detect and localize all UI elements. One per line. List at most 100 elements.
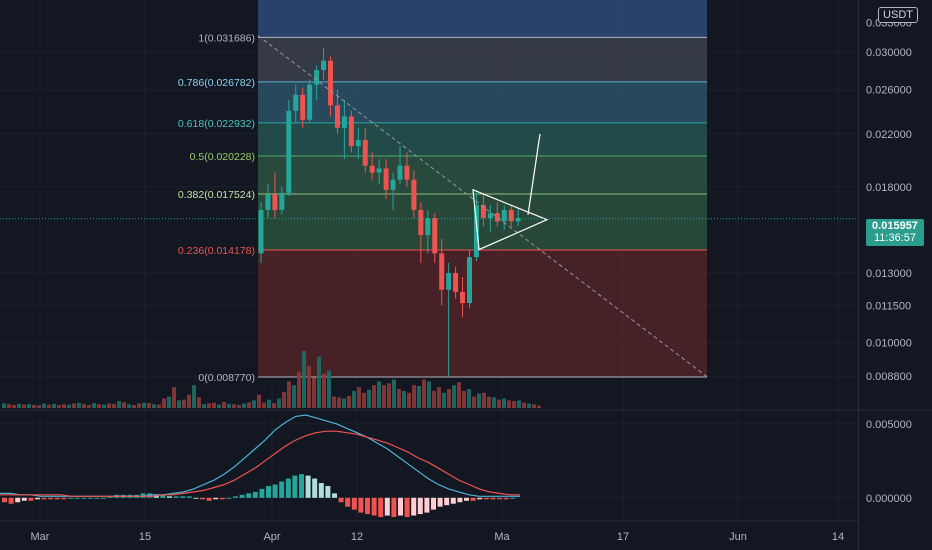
fib-zone: [258, 250, 707, 378]
volume-bar: [527, 403, 531, 408]
fib-zone-extension: [258, 0, 707, 38]
volume-bar: [152, 404, 156, 408]
volume-bar: [387, 383, 391, 408]
volume-bar: [442, 392, 446, 408]
volume-bar: [277, 398, 281, 408]
macd-histogram-bar: [233, 496, 238, 498]
macd-histogram-bar: [94, 497, 100, 499]
macd-histogram-bar: [173, 496, 179, 498]
volume-bar: [452, 385, 456, 408]
macd-histogram-bar: [206, 497, 212, 501]
macd-histogram-bar: [417, 497, 423, 515]
macd-histogram-bar: [246, 493, 252, 498]
candle-body: [467, 257, 472, 304]
candle-body: [404, 165, 410, 180]
volume-bar: [287, 381, 291, 408]
volume-bar: [407, 392, 411, 408]
macd-histogram-bar: [345, 497, 351, 507]
macd-histogram-bar: [371, 497, 377, 516]
volume-bar: [172, 387, 176, 408]
candle-body: [307, 84, 313, 120]
macd-histogram-bar: [292, 475, 298, 498]
volume-bar: [432, 390, 436, 408]
volume-bar: [532, 404, 536, 408]
candle-body: [265, 194, 271, 210]
volume-bar: [447, 389, 451, 408]
price-axis-tick: 0.008800: [866, 371, 912, 383]
macd-histogram-bar: [2, 497, 7, 503]
fib-level-label: 0.382(0.017524): [178, 189, 255, 201]
volume-bar: [477, 393, 481, 408]
candle-body: [397, 165, 403, 180]
macd-histogram-bar: [74, 497, 80, 499]
trendline-dashed: [257, 35, 708, 378]
macd-line: [0, 414, 520, 497]
candle-body: [439, 253, 445, 290]
fib-level-label: 0.618(0.022932): [178, 118, 255, 130]
volume-bar: [162, 398, 166, 408]
volume-bar: [227, 403, 231, 408]
macd-histogram-bar: [332, 493, 337, 498]
candle-body: [473, 205, 479, 258]
volume-bar: [117, 401, 121, 408]
macd-histogram-bar: [483, 497, 489, 500]
volume-bar: [317, 356, 321, 408]
macd-histogram-bar: [272, 484, 278, 498]
macd-histogram-bar: [444, 497, 450, 506]
macd-histogram-bar: [312, 478, 318, 498]
time-axis-tick: 15: [139, 531, 151, 543]
fib-zone: [258, 122, 707, 157]
macd-histogram-bar: [186, 496, 192, 498]
macd-histogram-bar: [8, 497, 14, 504]
volume-bar: [92, 403, 96, 408]
volume-bar: [137, 403, 141, 408]
volume-bar: [202, 404, 206, 408]
candle-body: [362, 139, 368, 166]
candle-body: [515, 218, 521, 222]
volume-bar: [27, 404, 31, 408]
fib-level-label: 0.5(0.020228): [190, 151, 255, 163]
volume-bar: [122, 402, 126, 408]
volume-bar: [197, 397, 201, 408]
candle-body: [480, 205, 486, 219]
volume-bar: [17, 403, 21, 408]
candle-body: [334, 105, 340, 128]
volume-bar: [252, 400, 256, 408]
macd-histogram-bar: [365, 497, 370, 515]
volume-bar: [462, 390, 466, 408]
currency-badge[interactable]: USDT: [878, 7, 918, 23]
macd-histogram-bar: [325, 485, 331, 498]
macd-histogram-bar: [48, 497, 54, 500]
volume-bar: [187, 394, 191, 408]
macd-histogram-bar: [101, 497, 106, 499]
volume-bar: [257, 394, 261, 408]
fib-level-label: 0.786(0.026782): [178, 77, 255, 89]
volume-bar: [232, 404, 236, 408]
volume-bar: [342, 398, 346, 408]
candle-body: [300, 94, 306, 120]
macd-histogram-bar: [61, 497, 67, 500]
candle-body: [321, 60, 327, 71]
candle-body: [432, 218, 438, 254]
macd-histogram-bar: [68, 497, 73, 499]
volume-bar: [62, 404, 66, 408]
volume-bar: [127, 404, 131, 408]
fib-level-label: 1(0.031686): [198, 32, 255, 44]
time-axis-tick: Jun: [729, 531, 747, 543]
volume-bar: [472, 396, 476, 408]
volume-bar: [487, 396, 491, 408]
breakout-projection-line: [527, 133, 541, 215]
volume-bar: [372, 385, 376, 408]
fib-level-label: 0(0.008770): [198, 372, 255, 384]
fib-zone: [258, 156, 707, 194]
volume-bar: [332, 396, 336, 408]
macd-histogram-bar: [35, 497, 40, 500]
macd-histogram-bar: [391, 497, 397, 518]
volume-bar: [537, 405, 541, 408]
candle-body: [328, 60, 333, 106]
time-axis-tick: 12: [351, 531, 363, 543]
volume-bar: [132, 404, 136, 408]
volume-bar: [22, 404, 26, 408]
volume-bar: [297, 371, 301, 408]
